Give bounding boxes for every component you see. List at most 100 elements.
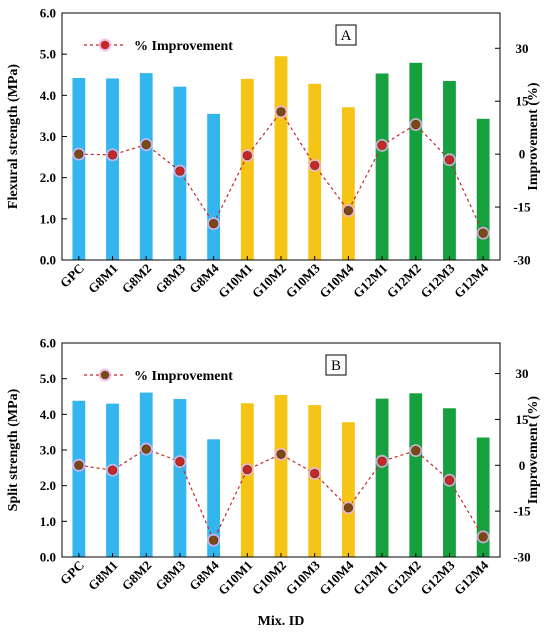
- bar-g12m1: [375, 73, 389, 260]
- bar-g10m3: [308, 405, 322, 557]
- improvement-point-g12m4: [478, 228, 488, 238]
- bar-g12m4: [476, 437, 490, 557]
- bar-g8m1: [106, 78, 119, 260]
- bar-g8m3: [173, 398, 187, 557]
- improvement-point-g10m2: [276, 449, 286, 459]
- improvement-point-g10m3: [310, 160, 320, 171]
- category-label-g12m4: G12M4: [451, 260, 492, 301]
- category-label-g10m2: G10M2: [249, 261, 289, 301]
- category-label-g10m1: G10M1: [215, 558, 255, 598]
- improvement-point-g10m1: [242, 150, 252, 161]
- bar-g8m4: [207, 439, 221, 557]
- legend-label: % Improvement: [134, 39, 233, 54]
- left-tick-label: 2.0: [40, 170, 56, 185]
- improvement-point-g8m2: [141, 444, 151, 454]
- bar-gpc: [72, 400, 86, 557]
- category-label-gpc: GPC: [57, 558, 87, 588]
- bar-g12m2: [409, 393, 423, 557]
- improvement-point-g12m2: [411, 119, 421, 130]
- legend-marker: [100, 40, 110, 50]
- left-tick-label: 2.0: [40, 478, 56, 493]
- bar-g8m2: [139, 392, 153, 557]
- left-axis-title: Split strength (MPa): [6, 388, 21, 511]
- legend-marker: [100, 370, 110, 380]
- right-axis-title: Improvement (%): [526, 396, 541, 505]
- right-tick-label: 30: [516, 41, 529, 56]
- category-label-g8m2: G8M2: [119, 261, 155, 297]
- bar-g12m4: [476, 118, 490, 260]
- improvement-point-g8m4: [209, 219, 219, 229]
- category-label-g8m2: G8M2: [119, 558, 155, 594]
- panel-label: B: [331, 358, 341, 374]
- left-tick-label: 3.0: [40, 443, 56, 458]
- category-label-g12m1: G12M1: [350, 261, 390, 301]
- improvement-point-g10m4: [343, 503, 353, 513]
- panel-label-box: [325, 354, 347, 376]
- left-tick-label: 6.0: [40, 6, 56, 21]
- right-tick-label: -30: [513, 550, 530, 565]
- bar-g10m4: [341, 422, 355, 557]
- chart-panel-b: 0.01.02.03.04.05.06.0-30-1501530GPCG8M1G…: [6, 336, 541, 630]
- improvement-point-g8m4: [209, 535, 219, 545]
- category-label-g10m3: G10M3: [283, 557, 324, 598]
- left-tick-label: 6.0: [40, 336, 56, 351]
- right-tick-label: -15: [513, 200, 531, 215]
- bar-g12m3: [443, 80, 456, 260]
- chart-panel-a: 0.01.02.03.04.05.06.0-30-1501530GPCG8M1G…: [6, 6, 541, 301]
- left-tick-label: 4.0: [40, 88, 56, 103]
- category-label-g10m3: G10M3: [283, 260, 324, 301]
- left-axis-title: Flexural strength (MPa): [6, 64, 21, 209]
- bar-g10m4: [341, 107, 355, 260]
- left-tick-label: 3.0: [40, 129, 56, 144]
- category-label-g12m2: G12M2: [384, 558, 424, 598]
- category-label-g12m3: G12M3: [417, 557, 458, 598]
- improvement-point-g10m2: [276, 107, 286, 117]
- improvement-point-g10m4: [343, 206, 353, 216]
- improvement-point-g8m3: [175, 457, 185, 467]
- left-tick-label: 4.0: [40, 407, 56, 422]
- improvement-point-g8m3: [175, 166, 185, 176]
- bar-g10m2: [274, 56, 288, 260]
- improvement-point-g8m1: [107, 465, 118, 475]
- right-tick-label: 15: [516, 412, 530, 427]
- left-tick-label: 1.0: [40, 211, 56, 226]
- improvement-point-g12m3: [444, 155, 455, 165]
- bar-g8m1: [106, 403, 119, 557]
- improvement-point-gpc: [74, 149, 84, 159]
- bar-g10m1: [240, 403, 254, 557]
- panel-label-box: [335, 24, 357, 46]
- category-label-g10m4: G10M4: [316, 260, 357, 301]
- category-label-g10m2: G10M2: [249, 558, 289, 598]
- category-label-g12m2: G12M2: [384, 261, 424, 301]
- category-label-g8m3: G8M3: [152, 260, 188, 296]
- right-tick-label: -30: [513, 253, 530, 268]
- category-label-g8m1: G8M1: [85, 261, 121, 297]
- right-tick-label: 30: [516, 366, 529, 381]
- bar-gpc: [72, 78, 86, 260]
- left-tick-label: 5.0: [40, 371, 56, 386]
- category-label-gpc: GPC: [57, 261, 87, 291]
- category-label-g8m3: G8M3: [152, 557, 188, 593]
- category-label-g10m1: G10M1: [215, 261, 255, 301]
- improvement-point-g12m3: [444, 475, 455, 485]
- improvement-point-g8m2: [141, 140, 151, 150]
- improvement-point-g12m2: [411, 446, 421, 456]
- bar-g8m2: [139, 73, 153, 260]
- left-tick-label: 0.0: [40, 550, 56, 565]
- category-label-g12m3: G12M3: [417, 260, 458, 301]
- improvement-point-g12m1: [377, 140, 387, 150]
- category-label-g12m1: G12M1: [350, 558, 390, 598]
- improvement-point-gpc: [74, 460, 84, 470]
- right-tick-label: 15: [516, 94, 530, 109]
- bar-g12m1: [375, 398, 389, 557]
- improvement-point-g10m1: [242, 464, 252, 475]
- left-tick-label: 1.0: [40, 514, 56, 529]
- left-tick-label: 0.0: [40, 253, 56, 268]
- category-label-g12m4: G12M4: [451, 557, 492, 598]
- bar-g12m2: [409, 62, 423, 260]
- right-tick-label: 0: [519, 458, 526, 473]
- bar-g10m1: [240, 78, 254, 260]
- bar-g10m2: [274, 395, 288, 557]
- panel-label: A: [341, 28, 352, 44]
